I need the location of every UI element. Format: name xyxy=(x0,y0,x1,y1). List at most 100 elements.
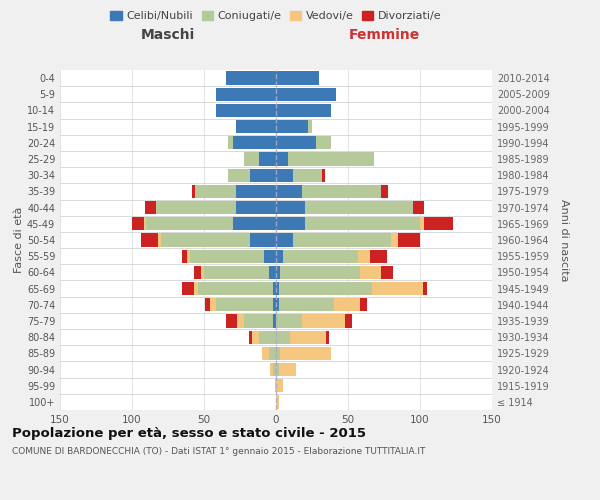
Bar xyxy=(193,185,196,198)
Bar xyxy=(359,298,367,312)
Bar xyxy=(326,330,329,344)
Bar xyxy=(279,282,373,295)
Bar xyxy=(233,217,276,230)
Bar xyxy=(293,168,322,182)
Bar xyxy=(273,314,276,328)
Bar xyxy=(302,314,345,328)
Bar xyxy=(287,152,374,166)
Bar xyxy=(262,346,269,360)
Bar xyxy=(196,185,236,198)
Bar xyxy=(215,88,276,101)
Bar xyxy=(276,185,302,198)
Bar xyxy=(276,72,319,85)
Bar xyxy=(194,266,201,279)
Bar xyxy=(276,234,293,246)
Bar xyxy=(251,330,259,344)
Bar xyxy=(259,330,276,344)
Legend: Celibi/Nubili, Coniugati/e, Vedovi/e, Divorziati/e: Celibi/Nubili, Coniugati/e, Vedovi/e, Di… xyxy=(107,8,445,24)
Bar xyxy=(273,298,276,312)
Bar xyxy=(215,104,276,117)
Bar xyxy=(420,217,424,230)
Bar xyxy=(276,298,279,312)
Y-axis label: Fasce di età: Fasce di età xyxy=(14,207,24,273)
Bar xyxy=(305,217,420,230)
Bar xyxy=(205,298,210,312)
Bar xyxy=(413,201,424,214)
Bar xyxy=(226,314,237,328)
Bar xyxy=(398,234,420,246)
Bar xyxy=(279,363,296,376)
Bar xyxy=(302,185,381,198)
Bar xyxy=(276,136,316,149)
Bar xyxy=(145,201,157,214)
Bar xyxy=(279,298,334,312)
Bar xyxy=(308,120,312,134)
Bar xyxy=(229,136,233,149)
Bar xyxy=(391,234,398,246)
Bar xyxy=(276,88,337,101)
Bar xyxy=(215,298,273,312)
Bar xyxy=(290,330,326,344)
Bar xyxy=(276,282,279,295)
Bar xyxy=(381,266,392,279)
Bar xyxy=(236,201,276,214)
Bar xyxy=(273,282,276,295)
Bar xyxy=(250,234,276,246)
Bar xyxy=(275,379,276,392)
Bar xyxy=(194,282,198,295)
Bar xyxy=(316,136,331,149)
Bar xyxy=(158,234,161,246)
Bar xyxy=(423,282,427,295)
Bar xyxy=(359,266,381,279)
Bar xyxy=(276,396,279,408)
Bar xyxy=(201,266,204,279)
Bar xyxy=(381,185,388,198)
Bar xyxy=(322,168,325,182)
Bar xyxy=(226,72,276,85)
Bar xyxy=(132,217,143,230)
Bar xyxy=(244,314,273,328)
Bar xyxy=(229,168,250,182)
Bar xyxy=(276,152,287,166)
Bar xyxy=(276,217,305,230)
Bar xyxy=(259,152,276,166)
Bar xyxy=(276,104,331,117)
Bar xyxy=(276,379,283,392)
Text: Popolazione per età, sesso e stato civile - 2015: Popolazione per età, sesso e stato civil… xyxy=(12,428,366,440)
Bar xyxy=(198,282,273,295)
Bar xyxy=(270,363,273,376)
Bar xyxy=(161,234,250,246)
Bar xyxy=(293,234,391,246)
Bar xyxy=(276,363,279,376)
Bar xyxy=(276,346,280,360)
Bar xyxy=(143,217,146,230)
Bar xyxy=(269,346,276,360)
Text: COMUNE DI BARDONECCHIA (TO) - Dati ISTAT 1° gennaio 2015 - Elaborazione TUTTITAL: COMUNE DI BARDONECCHIA (TO) - Dati ISTAT… xyxy=(12,448,425,456)
Bar xyxy=(244,152,259,166)
Bar xyxy=(276,201,305,214)
Bar xyxy=(370,250,387,263)
Bar xyxy=(276,120,308,134)
Bar xyxy=(236,185,276,198)
Bar xyxy=(276,330,290,344)
Bar xyxy=(233,136,276,149)
Bar xyxy=(276,266,280,279)
Bar xyxy=(187,250,190,263)
Bar xyxy=(276,250,283,263)
Text: Maschi: Maschi xyxy=(141,28,195,42)
Bar xyxy=(236,120,276,134)
Bar xyxy=(250,168,276,182)
Bar xyxy=(265,250,276,263)
Bar xyxy=(182,282,194,295)
Bar xyxy=(283,250,358,263)
Bar xyxy=(157,201,236,214)
Bar xyxy=(248,330,251,344)
Bar xyxy=(276,314,302,328)
Bar xyxy=(210,298,215,312)
Bar xyxy=(140,234,158,246)
Bar xyxy=(204,266,269,279)
Bar xyxy=(280,346,331,360)
Bar xyxy=(269,266,276,279)
Bar xyxy=(237,314,244,328)
Bar xyxy=(373,282,423,295)
